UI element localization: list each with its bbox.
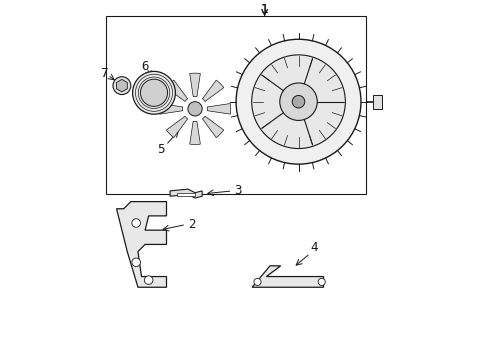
Text: 4: 4 bbox=[311, 242, 319, 255]
Polygon shape bbox=[202, 116, 224, 138]
Polygon shape bbox=[207, 104, 231, 114]
Circle shape bbox=[132, 219, 141, 227]
Text: 1: 1 bbox=[261, 3, 269, 16]
Polygon shape bbox=[117, 80, 127, 92]
Polygon shape bbox=[202, 80, 224, 102]
Polygon shape bbox=[190, 121, 200, 144]
Circle shape bbox=[113, 77, 131, 95]
Text: 5: 5 bbox=[157, 143, 165, 156]
Circle shape bbox=[280, 83, 317, 121]
Text: 1: 1 bbox=[261, 3, 269, 16]
Circle shape bbox=[318, 278, 325, 285]
Polygon shape bbox=[166, 80, 188, 102]
Polygon shape bbox=[252, 266, 323, 287]
Text: 3: 3 bbox=[234, 184, 242, 197]
Polygon shape bbox=[117, 202, 167, 287]
Bar bbox=[177, 193, 195, 196]
Bar bbox=[373, 95, 382, 109]
Polygon shape bbox=[166, 116, 188, 138]
Polygon shape bbox=[190, 73, 200, 96]
Circle shape bbox=[141, 79, 168, 106]
Circle shape bbox=[188, 102, 202, 116]
Circle shape bbox=[132, 258, 141, 266]
Polygon shape bbox=[159, 104, 183, 114]
Circle shape bbox=[236, 39, 361, 164]
Circle shape bbox=[254, 278, 261, 285]
Bar bbox=[106, 16, 367, 194]
Circle shape bbox=[145, 276, 153, 284]
Circle shape bbox=[292, 95, 305, 108]
Text: 2: 2 bbox=[188, 218, 195, 231]
Circle shape bbox=[252, 55, 345, 149]
Polygon shape bbox=[170, 189, 202, 198]
Circle shape bbox=[133, 71, 175, 114]
Text: 7: 7 bbox=[100, 67, 108, 80]
Text: 6: 6 bbox=[141, 59, 149, 72]
